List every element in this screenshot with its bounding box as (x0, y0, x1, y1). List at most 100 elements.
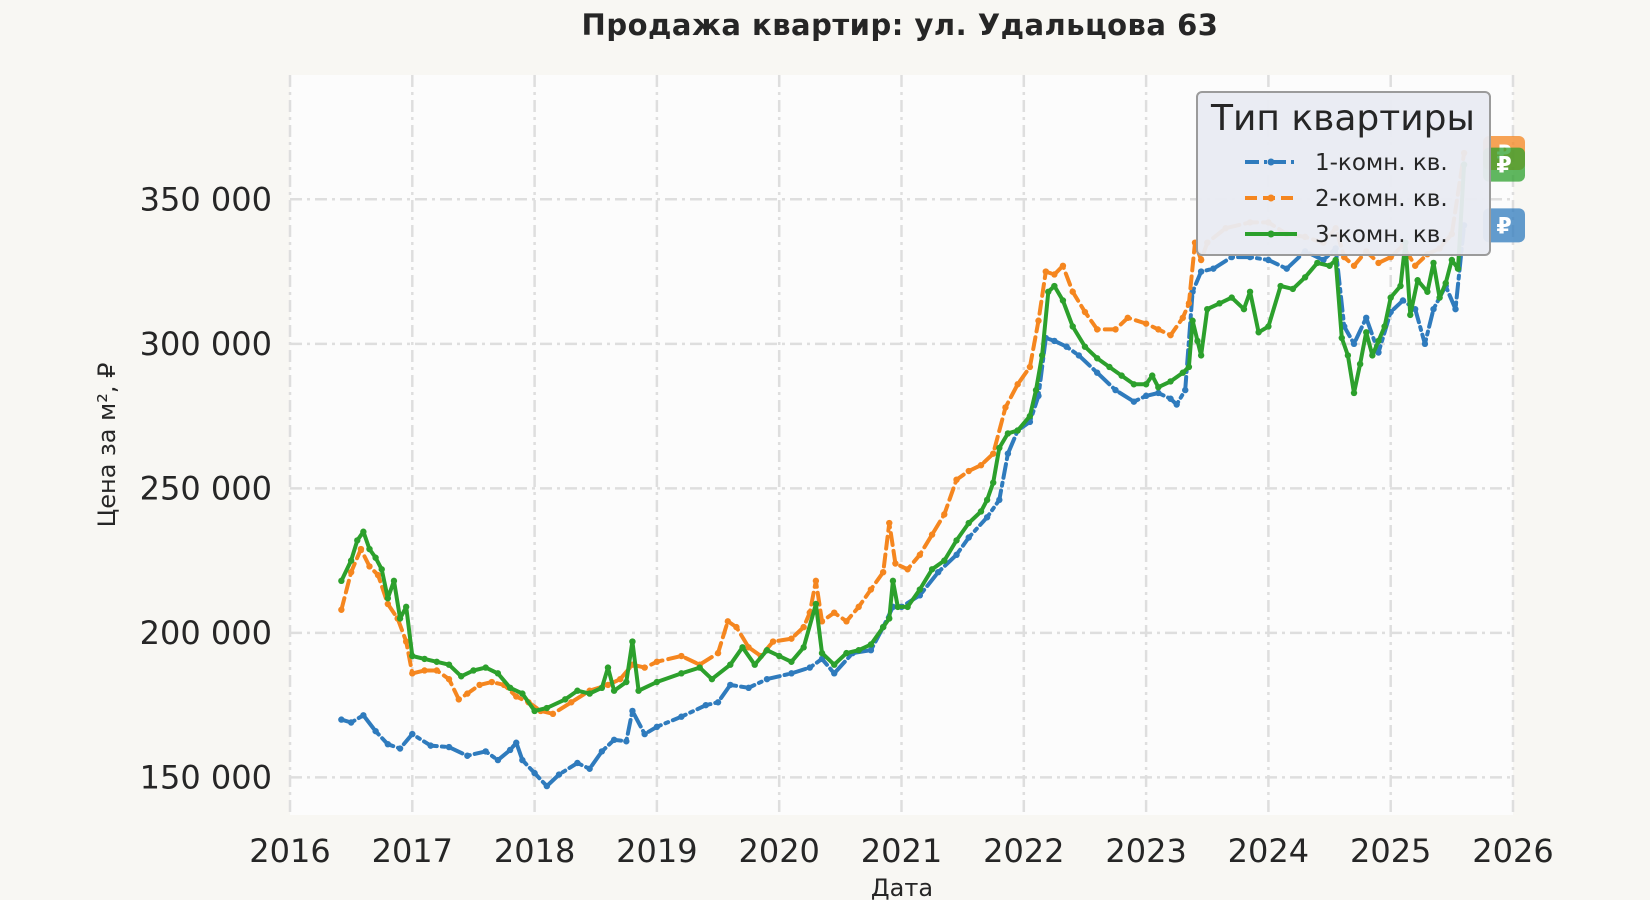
series-point (1155, 383, 1162, 391)
series-point (1363, 314, 1370, 322)
series-point (641, 664, 648, 671)
series-point (1042, 268, 1050, 275)
series-point (806, 664, 813, 671)
legend-box (1196, 91, 1491, 256)
series-point (482, 664, 489, 671)
series-point (396, 745, 404, 752)
series-point (1167, 331, 1174, 339)
series-point (610, 687, 618, 694)
series-point (843, 649, 850, 657)
series-point (1026, 363, 1034, 371)
series-point (354, 537, 361, 544)
series-point (1032, 386, 1040, 394)
series-point (928, 531, 936, 538)
series-point (1069, 323, 1076, 330)
series-point (886, 615, 893, 622)
end-badge: ₽ (1483, 147, 1525, 182)
series-point (751, 661, 758, 668)
series-point (1130, 398, 1138, 405)
series-point (1375, 259, 1382, 267)
series-point (831, 670, 838, 677)
series-point (1314, 259, 1321, 267)
series-point (1452, 305, 1459, 313)
series-point (1004, 430, 1012, 437)
series-point (604, 681, 612, 689)
series-point (977, 508, 985, 515)
x-tick-label: 2017 (372, 832, 453, 870)
legend-entry: 1-комн. кв. (1245, 150, 1448, 176)
series-point (894, 603, 902, 611)
series-point (1081, 343, 1089, 350)
series-point (1002, 404, 1009, 411)
series-point (445, 675, 453, 683)
series-point (1142, 392, 1150, 400)
series-point (1179, 314, 1186, 322)
series-point (384, 595, 392, 602)
series-point (990, 450, 997, 457)
series-point (402, 638, 410, 645)
series-point (776, 652, 783, 660)
series-point (378, 566, 385, 573)
series-point (372, 554, 379, 561)
series-point (1026, 412, 1034, 420)
series-point (678, 652, 685, 660)
series-point (1375, 349, 1382, 356)
series-point (1397, 282, 1404, 290)
series-point (1130, 381, 1138, 388)
series-point (696, 664, 703, 671)
legend-label: 3-комн. кв. (1315, 222, 1448, 248)
series-point (390, 577, 398, 585)
x-tick-label: 2020 (738, 832, 819, 870)
series-point (867, 647, 875, 654)
series-point (1407, 311, 1414, 319)
series-point (384, 600, 392, 608)
series-point (831, 661, 838, 668)
series-point (531, 769, 538, 777)
series-point (338, 716, 345, 723)
series-point (1035, 317, 1042, 324)
series-point (598, 684, 606, 692)
series-point (357, 545, 365, 553)
series-point (916, 586, 924, 593)
series-point (1106, 363, 1113, 371)
series-point (1240, 305, 1248, 313)
series-point (727, 681, 734, 689)
series-point (653, 723, 661, 731)
series-point (1185, 300, 1193, 307)
series-point (714, 699, 722, 706)
series-point (953, 476, 960, 483)
series-point (953, 551, 960, 559)
series-point (889, 577, 897, 585)
series-point (1350, 389, 1358, 397)
series-point (623, 738, 630, 745)
series-point (1093, 369, 1101, 376)
series-point (1289, 285, 1297, 293)
series-point (965, 467, 972, 475)
series-point (788, 635, 795, 642)
series-point (513, 693, 520, 700)
series-point (1189, 317, 1196, 324)
series-point (1387, 294, 1394, 301)
series-point (745, 684, 752, 692)
series-point (1344, 352, 1352, 359)
x-tick-label: 2018 (494, 832, 575, 870)
series-point (953, 537, 960, 544)
series-point (708, 675, 716, 683)
series-point (513, 739, 520, 746)
series-point (598, 748, 606, 755)
series-point (347, 557, 355, 564)
x-axis-label: Дата (871, 874, 933, 900)
series-point (360, 528, 367, 535)
series-point (409, 670, 416, 677)
series-point (1038, 352, 1046, 359)
series-point (506, 684, 514, 692)
series-point (1155, 389, 1162, 397)
series-point (1265, 323, 1272, 330)
series-point (1155, 326, 1162, 333)
series-point (421, 655, 428, 663)
series-point (543, 704, 551, 712)
series-point (1149, 372, 1156, 379)
series-point (1173, 401, 1180, 408)
series-point (800, 623, 807, 631)
